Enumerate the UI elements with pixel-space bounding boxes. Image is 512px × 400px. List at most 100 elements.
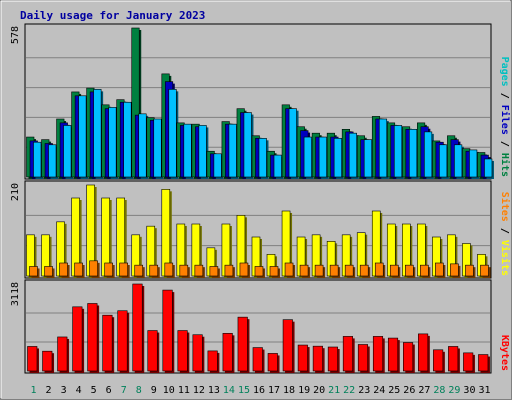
panel-middle-legend-part: /	[499, 222, 510, 240]
bar-sites-day-17-face	[269, 266, 279, 277]
bar-kbytes-day-7-face	[117, 310, 128, 372]
x-tick-label-day-27: 27	[418, 385, 430, 396]
bar-sites-day-1-face	[29, 266, 38, 277]
panel-bottom-legend-part: KBytes	[499, 335, 510, 371]
bar-sites-day-4-face	[74, 262, 83, 277]
bar-sites-day-16	[254, 266, 265, 278]
x-tick-label-day-1: 1	[31, 385, 37, 396]
bar-sites-day-29-face	[450, 263, 459, 277]
bar-kbytes-day-19	[297, 344, 310, 373]
bar-pages-day-9	[153, 118, 164, 179]
bar-kbytes-day-23	[357, 344, 370, 373]
bar-sites-day-21	[329, 264, 341, 278]
bar-sites-day-14-face	[224, 264, 234, 277]
bar-sites-day-22-face	[344, 264, 354, 277]
bar-sites-day-19-face	[299, 264, 309, 277]
bar-pages-day-1	[33, 141, 43, 179]
bar-pages-day-18-face	[288, 108, 297, 178]
bar-sites-day-25-face	[389, 264, 399, 277]
bar-kbytes-day-15-face	[237, 316, 248, 372]
panel-top-legend-part: /	[499, 135, 510, 153]
bar-pages-day-22	[348, 132, 359, 179]
bar-pages-day-13	[213, 153, 224, 179]
bar-kbytes-day-3	[57, 336, 70, 373]
bar-kbytes-day-31-face	[478, 354, 489, 372]
bar-sites-day-27-face	[420, 264, 429, 277]
bar-sites-day-4	[74, 262, 85, 278]
bar-sites-day-15	[239, 262, 250, 278]
bar-pages-day-16-face	[258, 138, 267, 178]
bar-sites-day-7-face	[119, 262, 128, 277]
bar-kbytes-day-6	[102, 314, 115, 373]
bar-pages-day-17	[273, 154, 284, 179]
bar-sites-day-17	[269, 266, 281, 278]
bar-kbytes-day-30	[463, 352, 475, 373]
bar-pages-day-17-face	[273, 154, 282, 178]
x-tick-label-day-18: 18	[283, 385, 295, 396]
panel-top-legend-part: Pages	[499, 57, 510, 87]
bar-kbytes-day-28	[433, 349, 445, 373]
bar-sites-day-16-face	[254, 266, 264, 277]
bar-pages-day-13-face	[213, 153, 222, 178]
bar-pages-day-3-face	[63, 125, 72, 178]
bar-sites-day-12	[194, 264, 205, 278]
x-tick-label-day-29: 29	[448, 385, 460, 396]
bar-pages-day-31-face	[484, 158, 493, 178]
bar-sites-day-7	[119, 262, 130, 278]
bar-pages-day-15-face	[243, 112, 252, 178]
x-tick-label-day-15: 15	[238, 385, 250, 396]
bar-kbytes-day-29	[448, 346, 460, 373]
x-tick-label-day-11: 11	[178, 385, 190, 396]
bar-kbytes-day-28-face	[433, 349, 444, 372]
bar-sites-day-1	[29, 266, 40, 278]
bar-pages-day-29-face	[454, 144, 463, 178]
bar-kbytes-day-16	[252, 347, 265, 373]
bar-sites-day-19	[299, 264, 311, 278]
bar-pages-day-20-face	[318, 136, 327, 178]
bar-pages-day-24-face	[378, 118, 388, 178]
panel-top-legend: Pages / Files / Hits	[499, 57, 511, 177]
bar-kbytes-day-13	[207, 350, 220, 373]
x-tick-label-day-19: 19	[298, 385, 310, 396]
bar-kbytes-day-19-face	[297, 344, 308, 372]
bar-pages-day-28	[439, 144, 449, 179]
bar-pages-day-28-face	[439, 144, 448, 178]
bar-sites-day-28	[435, 262, 446, 278]
bar-pages-day-8-face	[138, 113, 147, 178]
bar-sites-day-11-face	[179, 264, 189, 277]
panel-top-legend-part: Hits	[499, 153, 511, 177]
bar-kbytes-day-2-face	[42, 350, 53, 372]
bar-pages-day-19	[303, 136, 314, 179]
bar-pages-day-24	[378, 118, 389, 179]
bar-kbytes-day-20	[312, 345, 325, 373]
bar-sites-day-26	[405, 264, 416, 278]
bar-pages-day-19-face	[303, 136, 312, 178]
bar-sites-day-31	[480, 264, 491, 278]
bar-pages-day-23-face	[363, 139, 373, 178]
bar-sites-day-24-face	[374, 262, 384, 277]
x-tick-label-day-26: 26	[403, 385, 415, 396]
bar-sites-day-3	[59, 262, 70, 278]
panel-bottom-legend: KBytes	[499, 335, 510, 371]
bar-kbytes-day-18	[282, 319, 295, 373]
bar-pages-day-5-face	[93, 89, 102, 178]
bar-kbytes-day-14-face	[222, 333, 233, 372]
bar-sites-day-25	[389, 264, 401, 278]
bar-kbytes-day-21-face	[327, 346, 338, 372]
bar-kbytes-day-10	[162, 289, 175, 373]
bar-sites-day-30	[465, 264, 476, 278]
bar-pages-day-25	[393, 125, 404, 179]
x-tick-label-day-31: 31	[478, 385, 490, 396]
x-tick-label-day-6: 6	[106, 385, 112, 396]
x-tick-label-day-2: 2	[46, 385, 52, 396]
bar-kbytes-day-31	[478, 354, 490, 373]
bar-pages-day-1-face	[33, 141, 42, 178]
bar-pages-day-4-face	[78, 95, 87, 178]
bar-kbytes-day-24-face	[372, 336, 384, 372]
bar-sites-day-29	[450, 263, 461, 278]
bar-kbytes-day-22	[342, 336, 355, 373]
bar-kbytes-day-22-face	[342, 336, 353, 372]
x-tick-label-day-5: 5	[91, 385, 97, 396]
bar-sites-day-5-face	[89, 260, 98, 277]
bar-pages-day-4	[78, 95, 89, 179]
